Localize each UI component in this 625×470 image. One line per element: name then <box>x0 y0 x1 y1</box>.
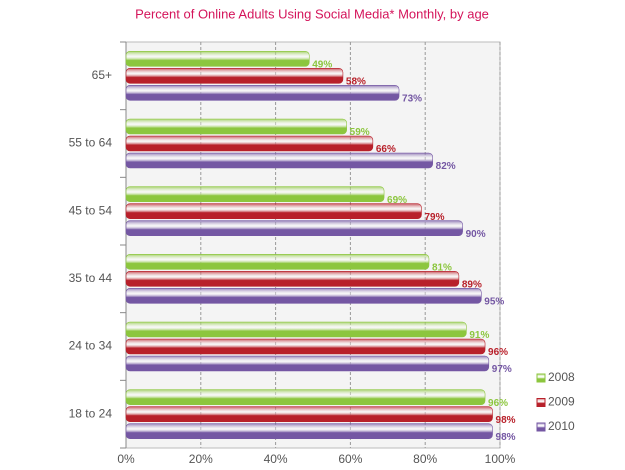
legend-label: 2010 <box>548 419 575 433</box>
value-label: 89% <box>462 279 482 290</box>
bar <box>125 355 490 372</box>
legend-label: 2009 <box>548 395 575 409</box>
bar <box>125 51 310 67</box>
bar <box>125 338 486 355</box>
value-label: 98% <box>496 432 516 443</box>
bar <box>125 135 374 152</box>
y-tick-label: 45 to 54 <box>69 203 113 217</box>
y-tick-label: 18 to 24 <box>69 406 113 420</box>
x-tick-label: 60% <box>338 452 362 466</box>
bar <box>125 118 347 135</box>
bar <box>125 203 422 219</box>
x-tick-label: 20% <box>189 452 213 466</box>
value-label: 82% <box>436 161 456 172</box>
bar <box>125 406 493 422</box>
value-label: 49% <box>312 59 332 70</box>
value-label: 96% <box>488 398 508 409</box>
legend-swatch <box>536 422 546 432</box>
plot-wall <box>125 41 501 449</box>
bar <box>125 152 433 169</box>
x-tick-label: 100% <box>485 452 516 466</box>
y-tick-label: 55 to 64 <box>69 136 113 150</box>
bar <box>125 85 400 101</box>
value-label: 58% <box>346 76 366 87</box>
bar <box>125 271 460 287</box>
value-label: 95% <box>484 296 504 307</box>
bar <box>125 423 493 439</box>
bar <box>125 389 486 405</box>
value-label: 90% <box>466 229 486 240</box>
bar <box>125 220 463 236</box>
value-label: 69% <box>387 195 407 206</box>
value-label: 79% <box>424 212 444 223</box>
bar <box>125 321 467 338</box>
bar <box>125 254 430 270</box>
x-tick-label: 80% <box>413 452 437 466</box>
bar <box>125 186 385 202</box>
value-label: 96% <box>488 347 508 358</box>
value-label: 91% <box>469 330 489 341</box>
x-tick-label: 40% <box>264 452 288 466</box>
value-label: 81% <box>432 262 452 273</box>
legend-swatch <box>536 373 546 383</box>
value-label: 66% <box>376 144 396 155</box>
value-label: 97% <box>492 364 512 375</box>
legend-label: 2008 <box>548 370 575 384</box>
value-label: 98% <box>496 415 516 426</box>
y-tick-label: 65+ <box>92 68 112 82</box>
x-tick-label: 0% <box>117 452 135 466</box>
bar <box>125 288 482 304</box>
value-label: 73% <box>402 93 422 104</box>
legend-swatch <box>536 398 546 407</box>
y-tick-label: 24 to 34 <box>69 339 113 353</box>
y-tick-label: 35 to 44 <box>69 271 113 285</box>
bar <box>125 68 344 84</box>
chart-title: Percent of Online Adults Using Social Me… <box>135 6 489 21</box>
value-label: 59% <box>350 127 370 138</box>
